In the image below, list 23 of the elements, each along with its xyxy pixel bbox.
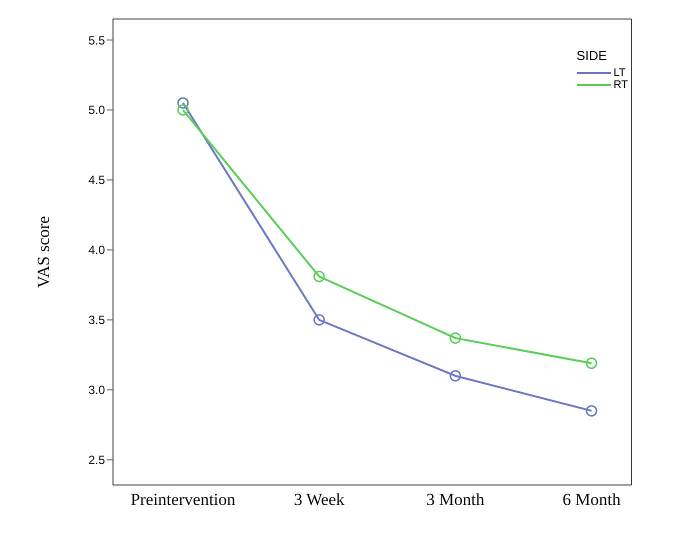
y-tick-label: 2.5: [88, 453, 106, 468]
legend-label: LT: [614, 67, 626, 79]
y-tick-label: 4.5: [88, 173, 106, 188]
legend-label: RT: [614, 79, 628, 91]
point: [450, 332, 462, 344]
y-tick-label: 5.0: [88, 103, 106, 118]
point: [313, 314, 325, 326]
x-tick-label: 6 Month: [562, 490, 622, 510]
y-tick-label: 5.5: [88, 33, 106, 48]
legend-title: SIDE: [576, 48, 608, 63]
point: [313, 270, 325, 282]
x-tick-label: 3 Week: [294, 490, 346, 510]
y-tick-label: 4.0: [88, 243, 106, 258]
point: [586, 358, 598, 369]
y-axis-title: VAS score: [34, 216, 54, 288]
y-tick-label: 3.0: [88, 383, 106, 398]
x-tick-label: Preintervention: [130, 490, 236, 510]
point: [177, 97, 189, 109]
point: [177, 104, 189, 116]
x-tick-label: 3 Month: [426, 490, 485, 510]
y-tick-label: 3.5: [88, 313, 106, 328]
point: [586, 405, 598, 417]
point: [450, 370, 462, 382]
